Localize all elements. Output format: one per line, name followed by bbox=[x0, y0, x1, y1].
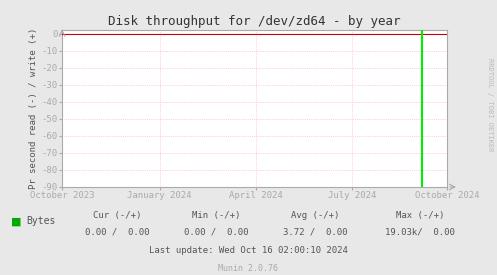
Text: Max (-/+): Max (-/+) bbox=[396, 211, 444, 220]
Text: ■: ■ bbox=[11, 216, 21, 226]
Text: 19.03k/  0.00: 19.03k/ 0.00 bbox=[385, 228, 455, 237]
Title: Disk throughput for /dev/zd64 - by year: Disk throughput for /dev/zd64 - by year bbox=[108, 15, 401, 28]
Text: Cur (-/+): Cur (-/+) bbox=[92, 211, 141, 220]
Text: Avg (-/+): Avg (-/+) bbox=[291, 211, 340, 220]
Text: 0.00 /  0.00: 0.00 / 0.00 bbox=[84, 228, 149, 237]
Y-axis label: Pr second read (-) / write (+): Pr second read (-) / write (+) bbox=[29, 28, 38, 189]
Text: RRDTOOL / TOBI OETIKER: RRDTOOL / TOBI OETIKER bbox=[487, 58, 493, 151]
Text: 0.00 /  0.00: 0.00 / 0.00 bbox=[184, 228, 248, 237]
Text: 3.72 /  0.00: 3.72 / 0.00 bbox=[283, 228, 348, 237]
Text: Bytes: Bytes bbox=[26, 216, 55, 226]
Text: Last update: Wed Oct 16 02:00:10 2024: Last update: Wed Oct 16 02:00:10 2024 bbox=[149, 246, 348, 255]
Text: Munin 2.0.76: Munin 2.0.76 bbox=[219, 264, 278, 273]
Text: Min (-/+): Min (-/+) bbox=[192, 211, 241, 220]
